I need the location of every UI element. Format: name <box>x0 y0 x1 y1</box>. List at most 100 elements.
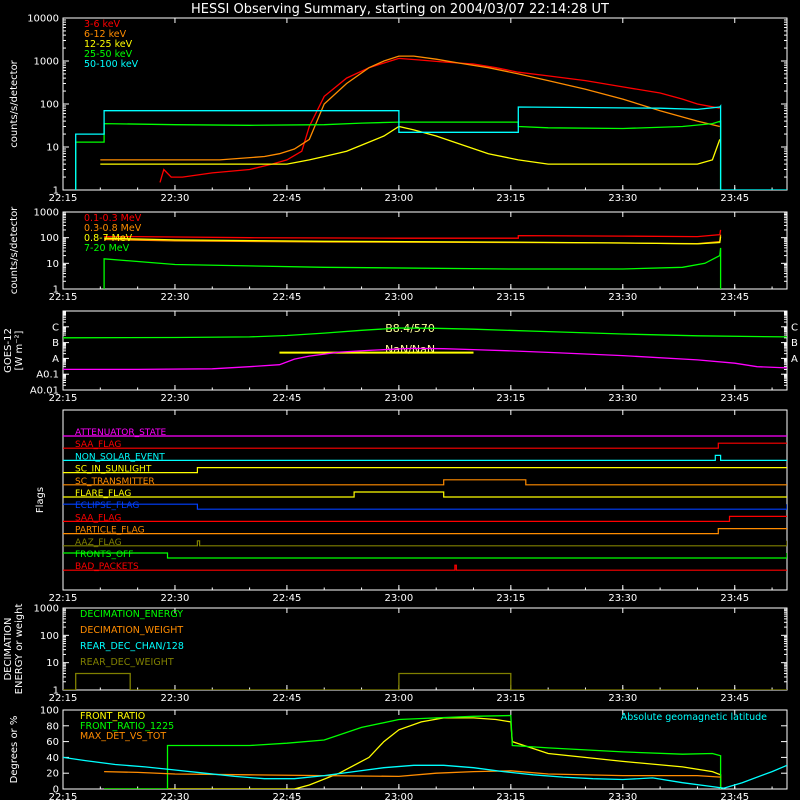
x-tick-label: 23:00 <box>384 693 413 704</box>
y-tick-label: 100 <box>40 100 59 111</box>
y2-tick-label: B <box>791 338 798 349</box>
flag-trace-saa-flag <box>63 442 787 449</box>
series-line-6-12-kev <box>100 55 720 161</box>
x-tick-label: 23:30 <box>608 792 637 800</box>
panel-goes: 22:15 22:30 22:45 23:00 23:15 23:30 23:45 A0.01… <box>3 310 798 404</box>
series-line-0-1-0-3-mev <box>104 229 722 239</box>
geomagnetic-latitude-label: Absolute geomagnetic latitude <box>621 712 767 723</box>
y-tick-label: 1 <box>53 686 59 697</box>
x-tick-label: 23:00 <box>384 792 413 800</box>
panel-rates: 22:15 22:30 22:45 23:00 23:15 23:30 23:45 1 10 10… <box>9 14 788 204</box>
x-tick-label: 23:15 <box>496 292 525 303</box>
x-tick-label: 23:45 <box>720 792 749 800</box>
y-tick-label: 0 <box>53 785 59 796</box>
x-tick-label: 23:00 <box>384 193 413 204</box>
y-axis-label: Flags <box>35 487 46 513</box>
flag-label-saa-flag: SAA_FLAG <box>75 513 121 523</box>
series-line-absolute-geomagnetic-latitude <box>63 756 787 789</box>
x-tick-label: 22:30 <box>161 593 190 604</box>
flag-label-fronts-off: FRONTS_OFF <box>75 550 133 560</box>
y-tick-label: 1000 <box>34 57 59 68</box>
x-tick-label: 23:45 <box>720 193 749 204</box>
flag-trace-sc-in-sunlight <box>63 467 787 474</box>
flag-trace-non-solar-event <box>63 454 787 461</box>
legend-entry-50-100-kev: 50-100 keV <box>84 59 139 70</box>
x-tick-label: 23:15 <box>496 792 525 800</box>
flag-label-attenuator-state: ATTENUATOR_STATE <box>75 428 167 438</box>
legend-entry-front-ratio-1225: FRONT_RATIO_1225 <box>80 721 174 732</box>
flag-label-eclipse-flag: ECLIPSE_FLAG <box>75 501 139 511</box>
x-tick-label: 23:30 <box>608 193 637 204</box>
y-tick-label: B <box>52 338 59 349</box>
legend-entry-0-1-0-3-mev: 0.1-0.3 MeV <box>84 213 142 224</box>
series-line-goes-1-8-a <box>63 327 787 339</box>
flag-trace-particle-flag <box>63 528 787 535</box>
y-tick-label: 80 <box>46 721 59 732</box>
x-tick-label: 22:45 <box>273 792 302 800</box>
x-tick-label: 23:45 <box>720 292 749 303</box>
x-tick-label: 22:15 <box>49 292 78 303</box>
x-tick-label: 22:30 <box>161 792 190 800</box>
series-line-0-8-7-mev <box>104 236 722 245</box>
panel-frame <box>62 709 788 790</box>
series-line-rear-dec-weight <box>63 672 787 690</box>
legend-entry-12-25-kev: 12-25 keV <box>84 39 133 50</box>
legend-entry-max-det-vs-tot: MAX_DET_VS_TOT <box>80 731 166 742</box>
x-tick-label: 23:45 <box>720 693 749 704</box>
legend-entry-front-ratio: FRONT_RATIO <box>80 711 145 722</box>
x-tick-label: 23:15 <box>496 693 525 704</box>
x-tick-label: 23:15 <box>496 593 525 604</box>
legend-entry-0-8-7-mev: 0.8-7 MeV <box>84 233 133 244</box>
series-line-25-50-kev <box>75 120 722 190</box>
y-axis-label: GOES-12 <box>3 328 14 373</box>
series-line-goes-0-5-4-a <box>63 347 787 371</box>
y-tick-label: 100 <box>40 631 59 642</box>
x-tick-label: 22:15 <box>49 193 78 204</box>
legend-entry-6-12-kev: 6-12 keV <box>84 29 127 40</box>
panel-high-energy: 22:15 22:30 22:45 23:00 23:15 23:30 23:45 1 10 10… <box>9 206 788 303</box>
flag-trace-saa-flag <box>63 515 787 522</box>
x-tick-label: 22:45 <box>273 593 302 604</box>
y-axis-label: counts/s/detector <box>9 206 20 294</box>
y-tick-label: 100 <box>40 233 59 244</box>
flag-trace-eclipse-flag <box>63 503 787 510</box>
flag-trace-fronts-off <box>63 552 787 559</box>
x-tick-label: 22:15 <box>49 593 78 604</box>
y-tick-label: 1000 <box>34 604 59 615</box>
y-tick-label: 1000 <box>34 208 59 219</box>
x-tick-label: 22:30 <box>161 393 190 404</box>
flag-label-sc-in-sunlight: SC_IN_SUNLIGHT <box>75 465 152 475</box>
flag-label-non-solar-event: NON_SOLAR_EVENT <box>75 452 165 462</box>
x-tick-label: 22:45 <box>273 393 302 404</box>
y-axis-label-2: [W m⁻²] <box>14 330 25 370</box>
series-line-front-ratio <box>104 717 722 789</box>
series-line-3-6-kev <box>159 57 720 183</box>
series-line-front-ratio-1225 <box>104 714 722 789</box>
legend-entry-decimation-weight: DECIMATION_WEIGHT <box>80 625 183 636</box>
x-tick-label: 22:45 <box>273 292 302 303</box>
y-tick-label: 10 <box>46 259 59 270</box>
y-axis-label: DECIMATION <box>3 617 14 680</box>
y-axis-label: Degrees or % <box>9 716 20 784</box>
y-tick-label: 10 <box>46 143 59 154</box>
flag-label-aaz-flag: AAZ_FLAG <box>75 538 122 548</box>
flag-trace-bad-packets <box>63 564 787 571</box>
legend-entry-decimation-energy: DECIMATION_ENERGY <box>80 609 183 620</box>
x-tick-label: 22:45 <box>273 193 302 204</box>
x-tick-label: 22:15 <box>49 693 78 704</box>
x-tick-label: 22:30 <box>161 292 190 303</box>
series-line-50-100-kev <box>75 104 787 190</box>
y-tick-label: A0.1 <box>36 370 59 381</box>
legend-entry-rear-dec-chan-128: REAR_DEC_CHAN/128 <box>80 641 184 652</box>
y-tick-label: 1 <box>53 285 59 296</box>
y-tick-label: 20 <box>46 769 59 780</box>
panel-frame <box>62 607 788 691</box>
panel-flags: 22:15 22:30 22:45 23:00 23:15 23:30 23:45 Flags… <box>35 409 788 604</box>
y-axis-label: counts/s/detector <box>9 59 20 147</box>
x-tick-label: 22:45 <box>273 693 302 704</box>
y-tick-label: A <box>52 354 59 365</box>
x-tick-label: 23:15 <box>496 193 525 204</box>
x-tick-label: 23:45 <box>720 593 749 604</box>
y-tick-label: 100 <box>40 706 59 717</box>
series-line-7-20-mev <box>103 247 722 289</box>
